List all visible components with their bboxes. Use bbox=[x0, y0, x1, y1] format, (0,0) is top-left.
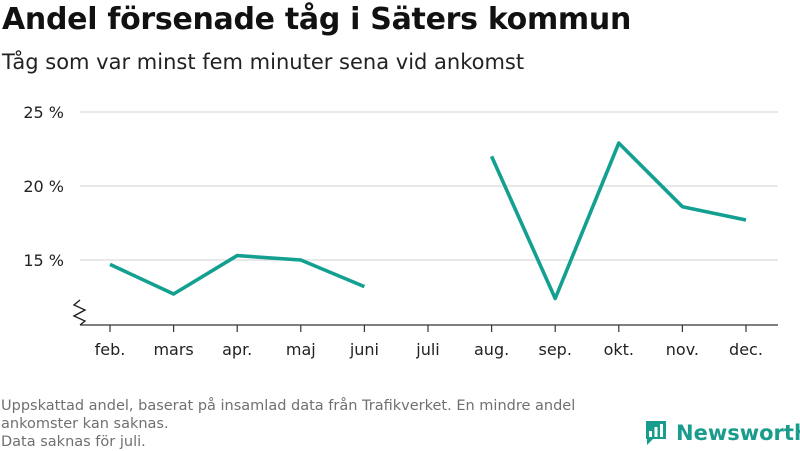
x-tick-label: dec. bbox=[729, 340, 763, 359]
line-chart: 15 % 20 % 25 % feb. mars apr. maj juni juli aug. s… bbox=[0, 0, 800, 400]
x-tick-label: juli bbox=[415, 340, 439, 359]
footnote-line-3: Data saknas för juli. bbox=[1, 433, 641, 451]
x-tick-label: mars bbox=[153, 340, 193, 359]
x-tick-label: juni bbox=[349, 340, 379, 359]
footnote: Uppskattad andel, baserat på insamlad da… bbox=[1, 397, 641, 451]
x-tick-label: feb. bbox=[95, 340, 126, 359]
x-tick-label: okt. bbox=[604, 340, 634, 359]
y-tick-label: 15 % bbox=[23, 251, 64, 270]
y-tick-label: 20 % bbox=[23, 177, 64, 196]
y-tick-label: 25 % bbox=[23, 103, 64, 122]
footnote-line-2: ankomster kan saknas. bbox=[1, 415, 641, 433]
series-line bbox=[110, 256, 364, 294]
footnote-line-1: Uppskattad andel, baserat på insamlad da… bbox=[1, 397, 641, 415]
x-tick-label: nov. bbox=[666, 340, 699, 359]
series-line bbox=[492, 143, 746, 298]
x-tick-label: sep. bbox=[538, 340, 571, 359]
bar-chart-logo-icon bbox=[644, 419, 668, 447]
brand-logo: Newsworthy bbox=[644, 419, 800, 447]
brand-name: Newsworthy bbox=[676, 421, 800, 445]
x-tick-label: maj bbox=[286, 340, 316, 359]
axis-break-icon bbox=[74, 300, 85, 325]
x-tick-label: aug. bbox=[474, 340, 509, 359]
x-tick-label: apr. bbox=[222, 340, 252, 359]
